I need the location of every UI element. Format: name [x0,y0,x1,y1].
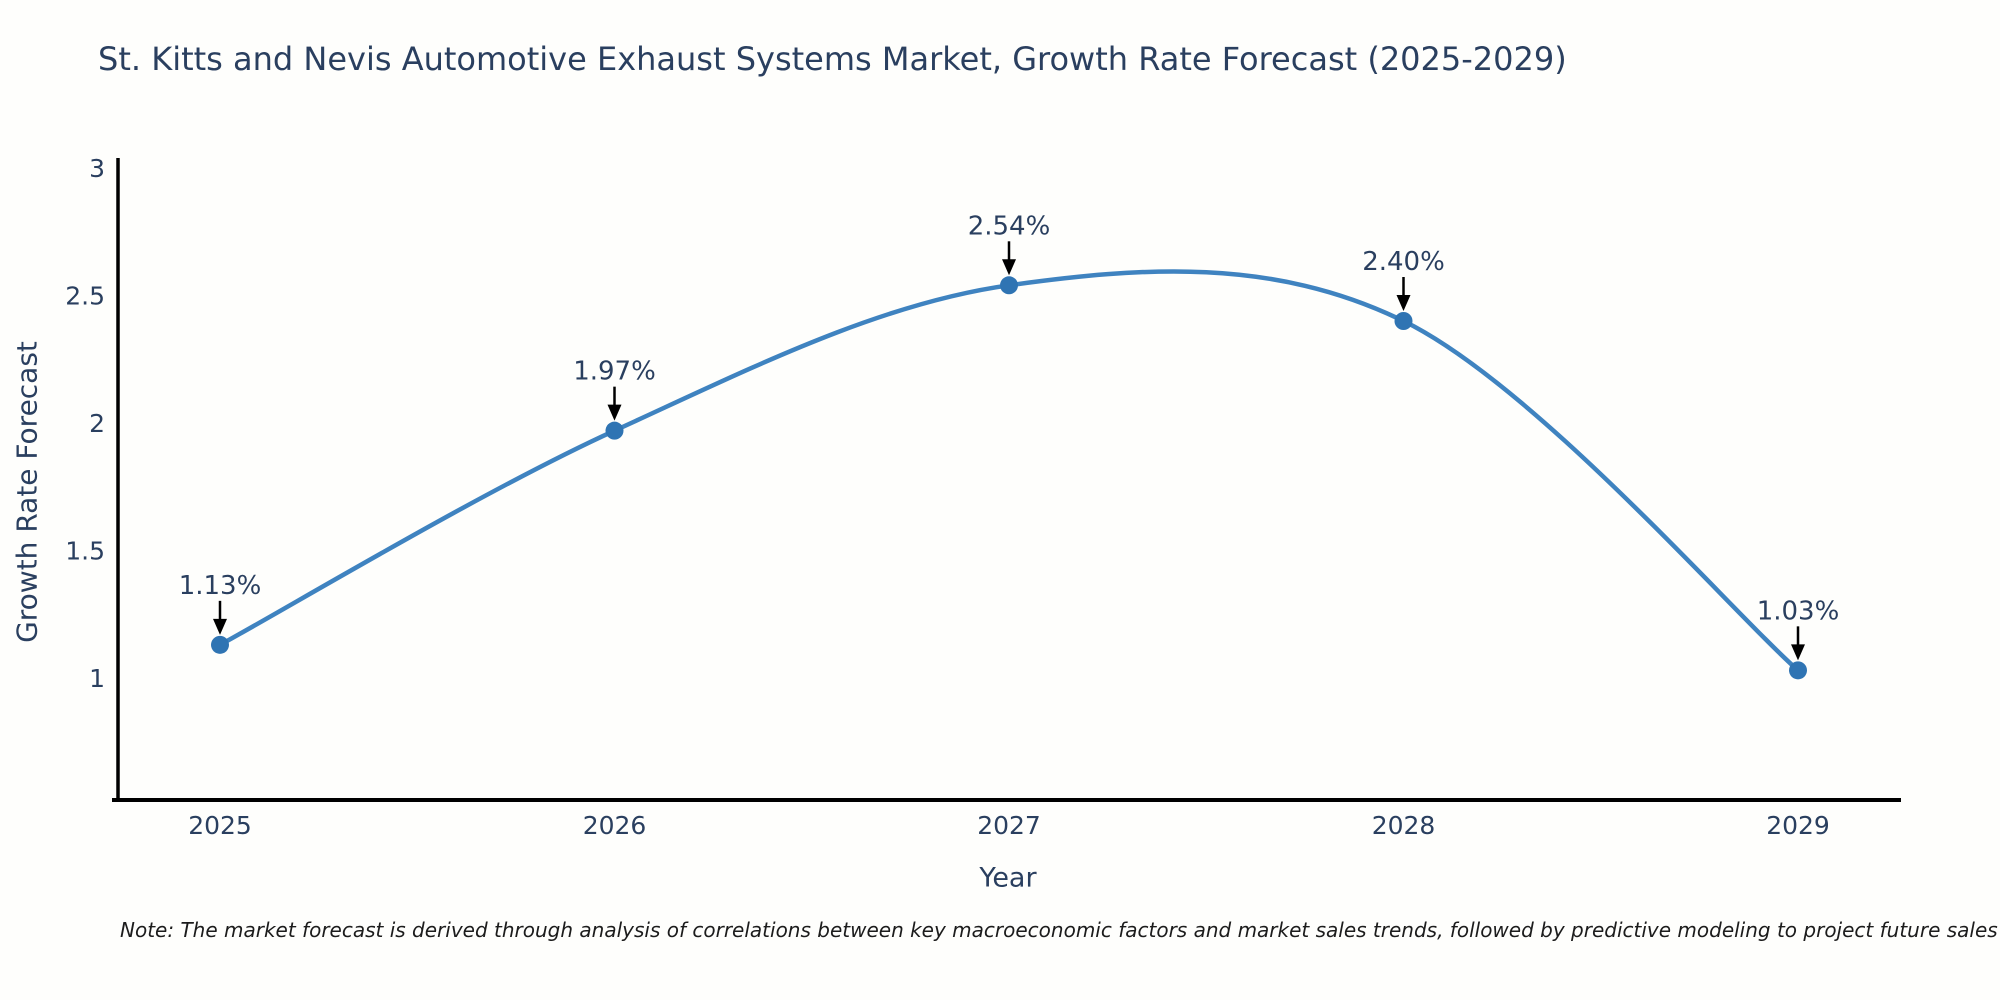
y-tick-label: 1 [89,664,105,693]
x-tick-labels: 2025 2026 2027 2028 2029 [188,811,1830,840]
point-annotation-label: 1.97% [573,357,656,387]
trend-line [217,269,1801,673]
data-point-marker [1000,276,1018,295]
annotation-arrow-head [1002,259,1016,276]
data-series [211,269,1807,680]
annotation-arrow-head [1791,644,1805,661]
x-tick-label: 2028 [1372,811,1436,840]
footnote: Note: The market forecast is derived thr… [120,918,1998,942]
x-tick-label: 2029 [1766,811,1830,840]
chart-title: St. Kitts and Nevis Automotive Exhaust S… [98,40,1567,78]
data-point-marker [1394,312,1413,330]
annotation-arrow-head [213,618,227,635]
x-tick-label: 2026 [583,811,647,840]
y-tick-label: 1.5 [65,537,105,566]
point-annotation-label: 2.40% [1362,247,1445,277]
y-tick-label: 2.5 [65,282,105,311]
data-point-marker [211,635,229,654]
y-tick-label: 3 [89,154,105,183]
annotation-arrow-head [1396,295,1411,311]
data-point-marker [605,421,624,440]
point-annotation-label: 1.13% [179,571,262,601]
point-annotation-label: 2.54% [968,211,1051,241]
annotation-arrow-head [607,404,622,421]
x-axis-title: Year [979,862,1037,894]
data-point-marker [1789,661,1807,680]
y-tick-labels: 1 1.5 2 2.5 3 [65,154,105,693]
point-annotations: 1.13% 1.97% 2.54% 2.40% 1.03% [179,211,1840,661]
point-annotation-label: 1.03% [1757,596,1840,626]
x-tick-label: 2027 [977,811,1041,840]
x-tick-label: 2025 [188,811,252,840]
y-tick-label: 2 [89,409,105,438]
